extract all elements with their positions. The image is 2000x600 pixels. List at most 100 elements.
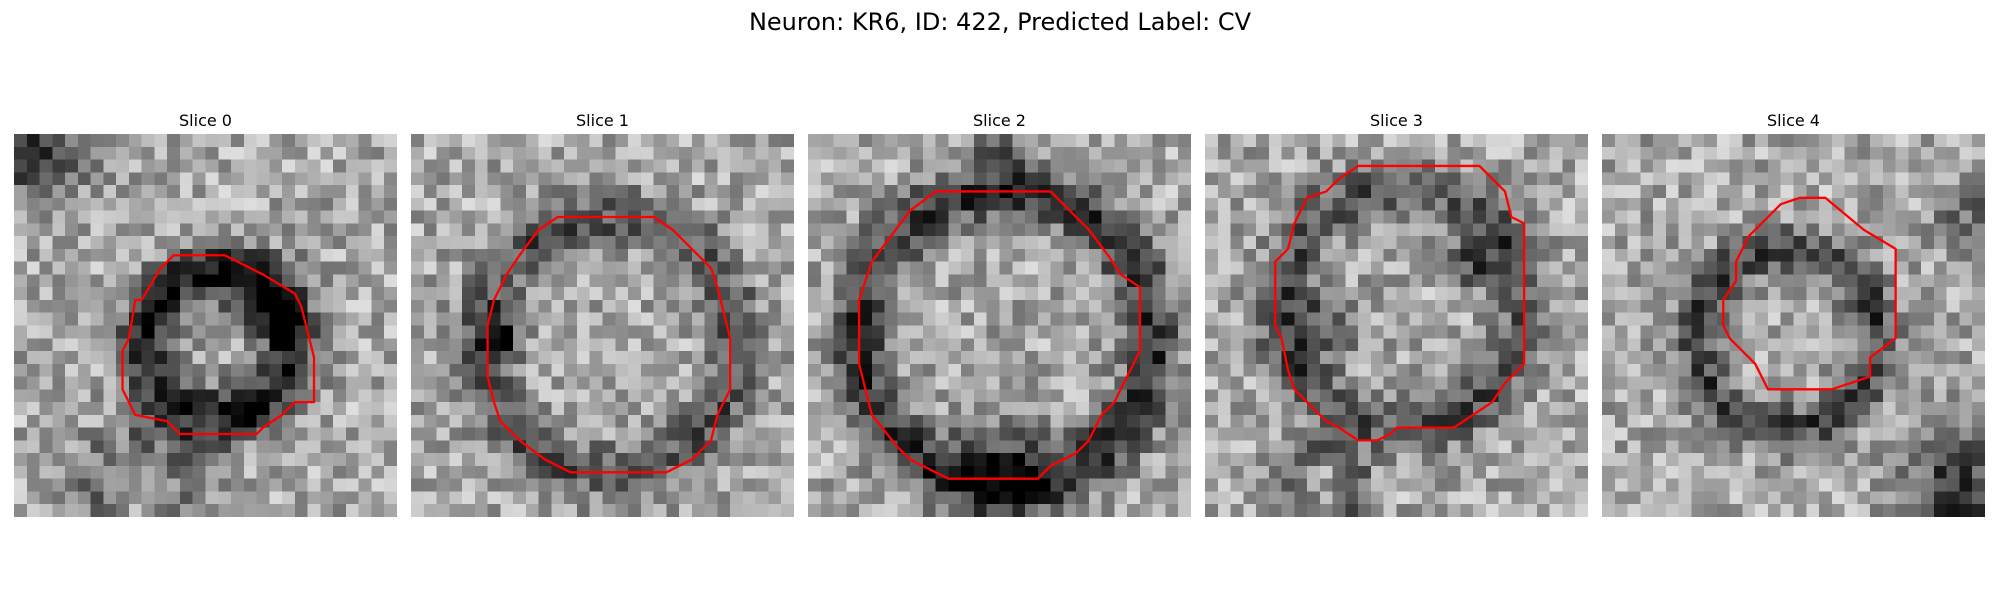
pixel <box>576 287 590 301</box>
pixel <box>474 491 488 505</box>
pixel <box>358 465 372 479</box>
pixel <box>1114 465 1128 479</box>
pixel <box>358 376 372 390</box>
pixel <box>1063 478 1077 492</box>
pixel <box>513 299 527 313</box>
pixel <box>1793 134 1807 148</box>
pixel <box>1640 453 1654 467</box>
pixel <box>691 504 705 517</box>
pixel <box>1178 427 1191 441</box>
pixel <box>449 504 463 517</box>
pixel <box>859 325 873 339</box>
pixel <box>1422 287 1436 301</box>
pixel <box>1665 159 1679 173</box>
pixel <box>103 440 117 454</box>
pixel <box>768 274 782 288</box>
pixel <box>333 504 347 517</box>
pixel <box>1691 146 1705 160</box>
pixel <box>1088 414 1102 428</box>
pixel <box>1511 185 1525 199</box>
pixel <box>1281 338 1295 352</box>
pixel <box>1165 172 1179 186</box>
pixel <box>1076 351 1090 365</box>
pixel <box>26 159 40 173</box>
pixel <box>1268 134 1282 148</box>
pixel <box>1165 299 1179 313</box>
pixel <box>935 261 949 275</box>
pixel <box>1665 185 1679 199</box>
pixel <box>1946 197 1960 211</box>
pixel <box>436 312 450 326</box>
pixel <box>846 453 860 467</box>
pixel <box>384 504 397 517</box>
pixel <box>65 414 79 428</box>
pixel <box>39 504 53 517</box>
pixel <box>1217 146 1231 160</box>
pixel <box>1101 312 1115 326</box>
pixel <box>103 287 117 301</box>
pixel <box>333 223 347 237</box>
pixel <box>345 261 359 275</box>
pixel <box>167 414 181 428</box>
pixel <box>487 146 501 160</box>
pixel <box>1895 338 1909 352</box>
pixel <box>1511 210 1525 224</box>
pixel <box>1806 402 1820 416</box>
pixel <box>128 261 142 275</box>
pixel <box>513 325 527 339</box>
pixel <box>1114 159 1128 173</box>
pixel <box>576 134 590 148</box>
pixel <box>1665 389 1679 403</box>
pixel <box>116 504 130 517</box>
pixel <box>358 172 372 186</box>
pixel <box>833 146 847 160</box>
pixel <box>1729 465 1743 479</box>
pixel <box>1524 440 1538 454</box>
pixel <box>1230 274 1244 288</box>
pixel <box>973 414 987 428</box>
pixel <box>1819 351 1833 365</box>
pixel <box>1114 478 1128 492</box>
pixel <box>307 299 321 313</box>
pixel <box>513 453 527 467</box>
pixel <box>65 325 79 339</box>
pixel <box>358 248 372 262</box>
pixel <box>154 478 168 492</box>
pixel <box>26 210 40 224</box>
pixel <box>500 236 514 250</box>
pixel <box>1268 363 1282 377</box>
pixel <box>1012 389 1026 403</box>
pixel <box>436 453 450 467</box>
pixel <box>1536 287 1550 301</box>
pixel <box>820 312 834 326</box>
pixel <box>1409 134 1423 148</box>
pixel <box>1485 363 1499 377</box>
pixel <box>1076 248 1090 262</box>
pixel <box>1114 402 1128 416</box>
pixel <box>1895 299 1909 313</box>
pixel <box>1921 338 1935 352</box>
pixel <box>77 363 91 377</box>
pixel <box>154 363 168 377</box>
pixel <box>116 478 130 492</box>
pixel <box>910 159 924 173</box>
pixel <box>871 402 885 416</box>
pixel <box>884 159 898 173</box>
pixel <box>589 287 603 301</box>
pixel <box>1383 299 1397 313</box>
pixel <box>576 197 590 211</box>
pixel <box>192 402 206 416</box>
pixel <box>808 210 822 224</box>
pixel <box>1460 197 1474 211</box>
pixel <box>1307 159 1321 173</box>
pixel <box>628 274 642 288</box>
pixel <box>999 478 1013 492</box>
pixel <box>1614 274 1628 288</box>
pixel <box>1383 197 1397 211</box>
pixel <box>282 185 296 199</box>
pixel <box>1243 197 1257 211</box>
pixel <box>551 402 565 416</box>
pixel <box>653 248 667 262</box>
pixel <box>26 465 40 479</box>
pixel <box>1358 453 1372 467</box>
